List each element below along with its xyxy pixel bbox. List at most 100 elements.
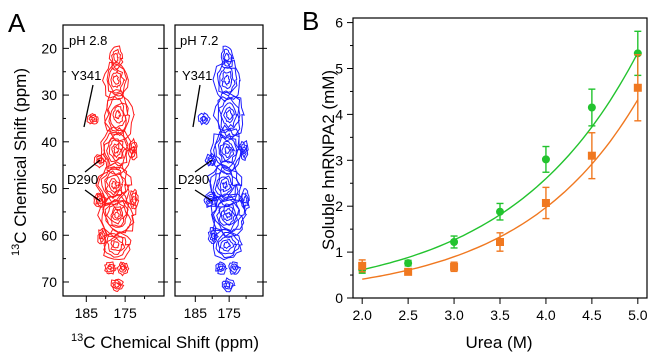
data-point-circle — [496, 207, 504, 216]
panel-a-xlabel-sup: 13 — [71, 332, 83, 344]
contour-line — [219, 66, 236, 94]
contour-line — [101, 194, 135, 238]
contour-line — [98, 228, 106, 244]
spectrum-ph28-frame — [62, 24, 165, 297]
contour-line — [206, 154, 216, 166]
spectrum-ph72-leader-d290-lower — [194, 189, 213, 202]
contour-line — [218, 203, 238, 226]
spectrum-ph28-label-d290: D290 — [67, 172, 98, 187]
x-tick-label: 175 — [217, 305, 241, 321]
contour-line — [221, 180, 228, 190]
y-tick-label: 50 — [41, 181, 57, 197]
contour-line — [223, 280, 234, 290]
data-point-circle — [450, 238, 459, 246]
panel-a-xlabel: 13C Chemical Shift (ppm) — [71, 332, 259, 352]
contour-line — [212, 198, 243, 233]
y-tick-label: 4 — [335, 106, 343, 122]
spectrum-ph72-ticks: 185 175 — [175, 47, 267, 321]
contour-line — [216, 263, 226, 273]
x-tick-label: 3.5 — [490, 307, 510, 323]
contour-line — [103, 228, 132, 261]
contour-line — [104, 261, 117, 275]
contour-line — [118, 262, 128, 273]
panel-b-ticks: 0 1 2 3 4 5 6 2.0 2.5 3.0 3.5 4.0 4.5 5.0 — [335, 15, 648, 323]
contour-line — [116, 261, 130, 277]
y-tick-label: 6 — [335, 15, 343, 31]
contour-line — [127, 137, 138, 161]
panel-a-ylabel-main: C Chemical Shift (ppm) — [11, 68, 30, 244]
spectrum-ph72-leader-d290-upper — [194, 159, 213, 173]
panel-b-frame — [352, 17, 648, 299]
contour-line — [113, 281, 121, 289]
contour-line — [89, 115, 96, 122]
contour-line — [108, 139, 124, 162]
contour-line — [107, 97, 129, 133]
contour-line — [111, 279, 122, 290]
contour-line — [113, 51, 119, 64]
contour-line — [109, 102, 127, 129]
y-tick-label: 2 — [335, 198, 343, 214]
contour-line — [130, 145, 136, 155]
contour-line — [208, 156, 214, 164]
contour-line — [223, 106, 235, 124]
contour-line — [104, 198, 129, 228]
contour-line — [110, 206, 125, 225]
y-tick-label: 3 — [335, 152, 343, 168]
contour-line — [228, 261, 242, 275]
spectrum-ph72-condition: pH 7.2 — [180, 33, 218, 48]
spectrum-ph28: 20 30 40 50 60 70 185 175 pH 2.8 Y341 D290 — [41, 24, 168, 321]
panel-a-ylabel-sup: 13 — [10, 244, 22, 256]
contour-line — [94, 194, 106, 208]
contour-line — [113, 211, 120, 219]
spectrum-ph72: 185 175 pH 7.2 Y341 D290 — [174, 24, 267, 321]
contour-line — [86, 112, 99, 125]
contour-line — [113, 145, 120, 154]
spectrum-ph28-leader-d290-upper — [84, 159, 101, 173]
contour-line — [217, 136, 238, 164]
contour-line — [204, 152, 218, 167]
x-tick-label: 185 — [75, 305, 99, 321]
contour-line — [112, 241, 120, 249]
contour-line — [215, 232, 240, 259]
contour-line — [239, 188, 250, 213]
x-tick-label: 2.5 — [398, 307, 418, 323]
contour-line — [220, 70, 232, 90]
contour-line — [197, 112, 211, 126]
contour-line — [108, 45, 124, 70]
data-point-circle — [541, 155, 550, 164]
y-tick-label: 20 — [41, 40, 57, 56]
data-point-square — [587, 151, 596, 160]
contour-line — [106, 63, 128, 97]
panel-b-ylabel: Soluble hnRNPA2 (mM) — [319, 70, 338, 250]
spectrum-ph28-contours — [86, 45, 140, 292]
contour-line — [107, 67, 126, 94]
spectrum-ph72-leader-y341 — [192, 84, 201, 128]
contour-line — [219, 177, 231, 193]
panel-a-letter: A — [8, 8, 26, 38]
contour-line — [97, 227, 108, 245]
contour-line — [111, 48, 122, 68]
panel-a-xlabel-main: C Chemical Shift (ppm) — [83, 333, 259, 352]
contour-line — [210, 232, 216, 241]
contour-line — [111, 141, 122, 159]
contour-line — [220, 102, 239, 129]
data-point-circle — [587, 103, 596, 112]
y-tick-label: 0 — [335, 290, 343, 306]
contour-line — [219, 140, 236, 162]
contour-line — [199, 115, 209, 124]
x-tick-label: 2.0 — [352, 307, 372, 323]
contour-line — [97, 166, 130, 206]
contour-line — [214, 132, 241, 169]
contour-line — [112, 105, 125, 124]
contour-line — [108, 178, 120, 194]
contour-line — [110, 69, 122, 89]
fit-curve-1 — [362, 99, 639, 280]
spectrum-ph28-label-y341: Y341 — [71, 68, 101, 83]
data-point-square — [633, 83, 642, 92]
contour-line — [215, 261, 228, 275]
x-tick-label: 5.0 — [628, 307, 648, 323]
panel-b-xlabel: Urea (M) — [465, 333, 532, 352]
contour-line — [209, 229, 218, 242]
contour-line — [205, 193, 217, 207]
x-tick-label: 4.5 — [582, 307, 602, 323]
